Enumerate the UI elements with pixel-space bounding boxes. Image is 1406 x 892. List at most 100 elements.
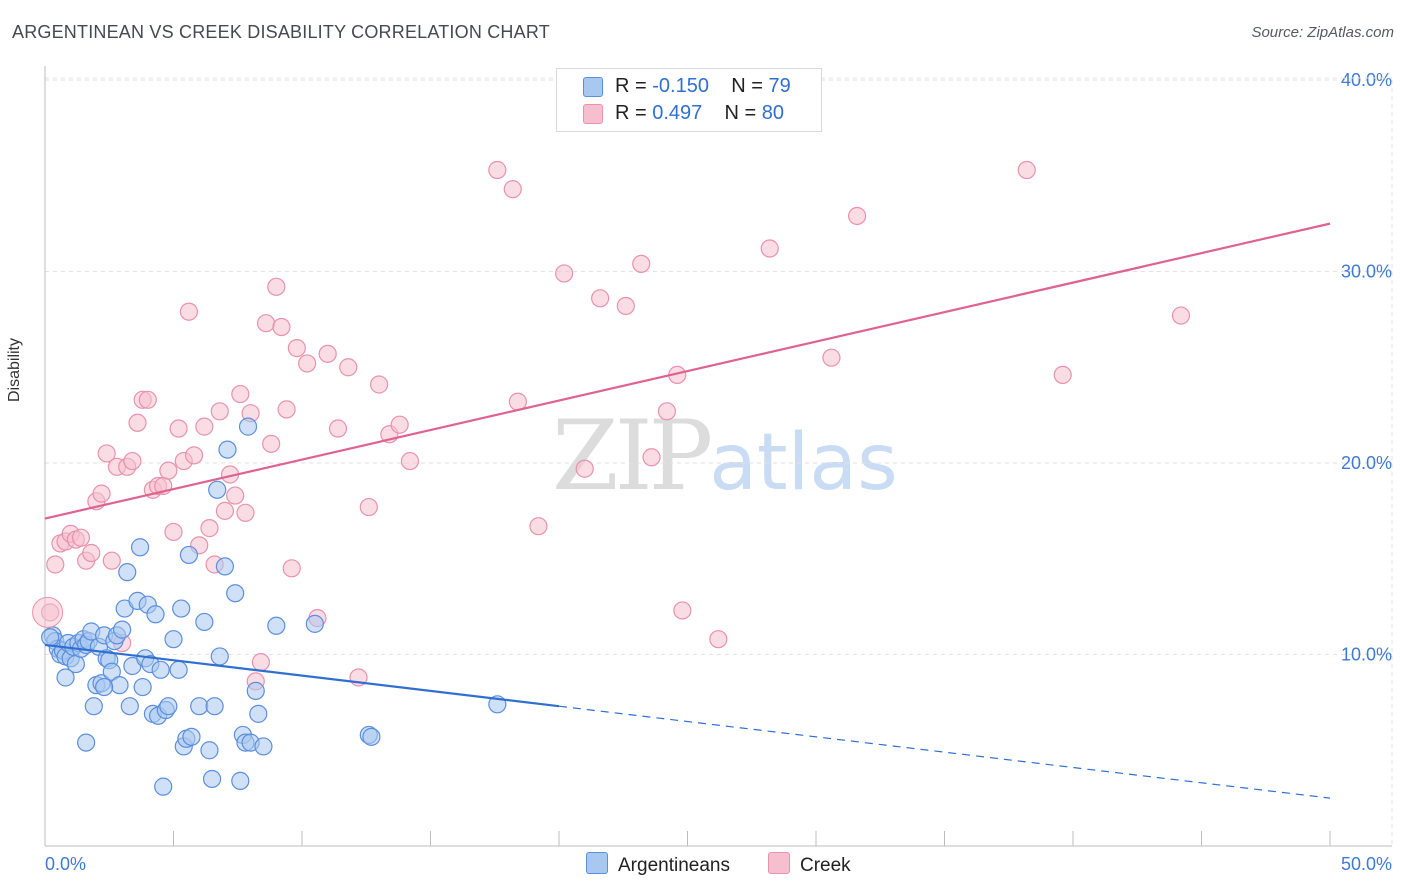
stats-legend: R = -0.150 N = 79 R = 0.497 N = 80 xyxy=(556,68,822,132)
legend-n-label: N = xyxy=(724,102,757,124)
point-argentineans xyxy=(164,630,183,649)
point-argentineans xyxy=(110,676,129,695)
point-argentineans xyxy=(238,417,258,436)
point-creek xyxy=(159,461,178,480)
legend-r-value: -0.150 xyxy=(652,75,709,97)
point-argentineans xyxy=(208,480,227,499)
point-argentineans xyxy=(254,737,273,756)
point-creek xyxy=(164,522,183,542)
point-argentineans xyxy=(215,557,234,576)
point-argentineans xyxy=(362,727,381,746)
point-argentineans xyxy=(169,660,188,679)
point-creek xyxy=(82,543,101,563)
point-creek xyxy=(251,653,270,672)
point-argentineans xyxy=(41,628,60,647)
bottom-legend-swatch-blue xyxy=(586,852,608,874)
point-creek xyxy=(215,501,234,520)
point-argentineans xyxy=(305,614,324,633)
point-argentineans xyxy=(84,697,103,716)
point-argentineans xyxy=(200,741,219,760)
watermark: ZIPatlas xyxy=(552,400,898,512)
y-tick-label: 10.0% xyxy=(1341,645,1392,665)
x-tick-label: 0.0% xyxy=(45,854,86,874)
bottom-legend-argentineans: Argentineans xyxy=(586,852,730,877)
chart-title: ARGENTINEAN VS CREEK DISABILITY CORRELAT… xyxy=(12,22,550,42)
legend-r-value: 0.497 xyxy=(652,102,703,124)
watermark-atlas: atlas xyxy=(709,418,898,508)
point-creek xyxy=(200,519,219,538)
point-argentineans xyxy=(120,697,139,716)
y-tick-label: 40.0% xyxy=(1341,70,1392,90)
y-tick-label: 20.0% xyxy=(1341,453,1392,473)
point-creek xyxy=(298,354,317,373)
point-argentineans xyxy=(249,704,268,723)
point-creek xyxy=(262,434,281,453)
point-argentineans xyxy=(195,612,214,632)
point-creek xyxy=(272,317,291,337)
point-argentineans xyxy=(95,677,114,697)
trendline-argentineans-projection xyxy=(558,705,1331,799)
point-creek xyxy=(760,239,779,258)
point-creek xyxy=(277,400,296,419)
point-creek xyxy=(673,601,692,620)
point-argentineans xyxy=(112,620,132,639)
bottom-legend-creek: Creek xyxy=(768,852,851,877)
legend-r-label: R = xyxy=(615,102,647,124)
point-argentineans xyxy=(190,697,209,716)
point-creek xyxy=(169,419,188,438)
trendline-argentineans xyxy=(44,643,560,708)
point-creek xyxy=(390,415,409,434)
point-argentineans xyxy=(226,584,245,603)
legend-n-value: 80 xyxy=(761,102,785,124)
point-argentineans xyxy=(172,599,191,618)
point-creek xyxy=(46,555,65,574)
point-creek xyxy=(555,264,574,283)
x-tick-label: 50.0% xyxy=(1341,854,1392,874)
point-creek xyxy=(123,451,142,471)
point-argentineans xyxy=(118,563,137,582)
point-creek-cluster xyxy=(32,596,64,628)
watermark-zip: ZIP xyxy=(552,400,713,512)
point-creek xyxy=(226,486,245,505)
point-creek xyxy=(657,402,677,421)
point-creek xyxy=(287,339,306,358)
point-argentineans xyxy=(151,660,170,679)
point-creek xyxy=(236,503,255,522)
point-argentineans xyxy=(56,668,75,687)
point-argentineans xyxy=(231,771,250,790)
point-creek xyxy=(328,419,348,438)
point-creek xyxy=(195,417,214,436)
legend-r-label: R = xyxy=(615,75,647,97)
point-creek xyxy=(1053,365,1072,385)
point-argentineans xyxy=(159,697,178,716)
point-creek xyxy=(92,484,111,503)
point-creek xyxy=(370,375,389,394)
point-argentineans xyxy=(202,769,222,789)
point-creek xyxy=(642,448,661,467)
point-argentineans xyxy=(154,777,173,796)
point-creek xyxy=(616,296,635,316)
point-argentineans xyxy=(179,545,199,565)
legend-swatch-pink xyxy=(583,104,603,124)
point-creek xyxy=(282,559,301,578)
point-argentineans xyxy=(102,662,121,681)
point-creek xyxy=(184,446,204,465)
legend-n-value: 79 xyxy=(768,75,791,97)
point-creek xyxy=(1171,306,1191,325)
point-creek xyxy=(503,180,522,199)
point-creek xyxy=(267,277,286,296)
point-creek xyxy=(488,160,507,180)
legend-swatch-blue xyxy=(583,77,603,97)
point-argentineans xyxy=(246,681,265,700)
point-creek xyxy=(591,289,610,308)
source-label: Source: ZipAtlas.com xyxy=(1251,24,1394,41)
point-creek xyxy=(318,344,337,363)
bottom-legend-label: Argentineans xyxy=(618,855,730,876)
point-creek xyxy=(400,451,420,471)
point-creek xyxy=(709,630,728,649)
point-creek xyxy=(179,302,199,321)
point-creek xyxy=(822,348,841,367)
trendline-creek xyxy=(44,222,1331,520)
point-creek xyxy=(102,551,121,570)
